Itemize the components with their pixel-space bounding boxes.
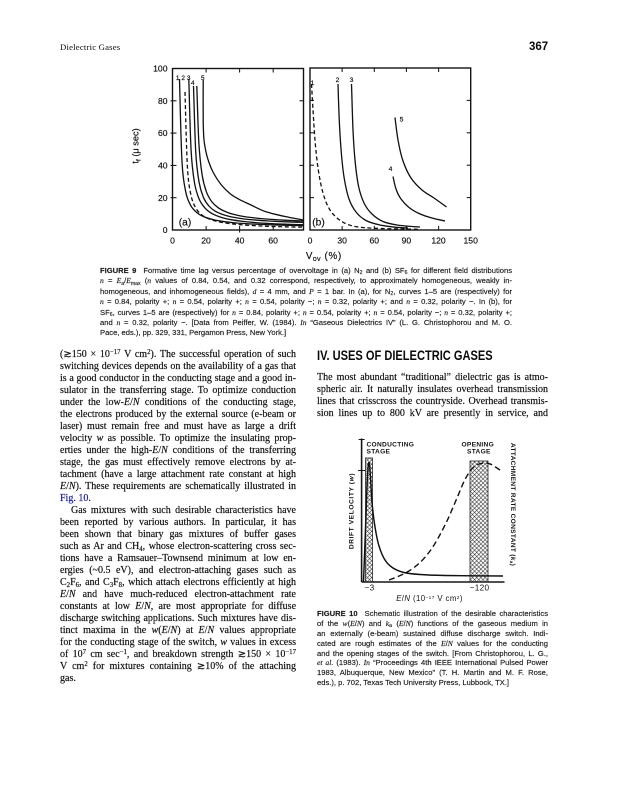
svg-text:~120: ~120: [470, 584, 490, 593]
svg-text:3: 3: [350, 77, 354, 84]
svg-text:0: 0: [163, 225, 168, 235]
svg-text:1: 1: [311, 80, 315, 87]
svg-text:4: 4: [389, 166, 393, 173]
svg-text:Vov (%): Vov (%): [306, 251, 342, 263]
svg-text:~3: ~3: [365, 584, 375, 593]
svg-text:0: 0: [170, 236, 175, 246]
svg-text:60: 60: [268, 236, 278, 246]
svg-text:5: 5: [400, 117, 404, 124]
svg-text:60: 60: [369, 236, 379, 246]
svg-text:STAGE: STAGE: [367, 449, 391, 456]
svg-text:CONDUCTING: CONDUCTING: [367, 442, 415, 449]
svg-text:E/N (10−17 V cm2): E/N (10−17 V cm2): [396, 594, 463, 603]
svg-text:40: 40: [158, 161, 168, 171]
svg-text:100: 100: [153, 64, 168, 74]
svg-text:tf (μ sec): tf (μ sec): [131, 128, 143, 163]
svg-text:20: 20: [158, 193, 168, 203]
svg-text:40: 40: [235, 236, 245, 246]
svg-text:4: 4: [191, 80, 195, 87]
svg-text:90: 90: [402, 236, 412, 246]
svg-text:ATTACHMENT RATE CONSTANT (ka): ATTACHMENT RATE CONSTANT (ka): [509, 443, 516, 566]
svg-text:150: 150: [464, 236, 479, 246]
svg-text:3: 3: [187, 75, 191, 82]
svg-text:120: 120: [431, 236, 446, 246]
svg-text:2: 2: [181, 75, 185, 82]
svg-text:60: 60: [158, 128, 168, 138]
svg-text:1: 1: [176, 75, 180, 82]
svg-text:20: 20: [201, 236, 211, 246]
svg-text:5: 5: [201, 75, 205, 82]
svg-text:OPENING: OPENING: [462, 442, 495, 449]
svg-text:DRIFT VELOCITY (w): DRIFT VELOCITY (w): [349, 473, 356, 549]
svg-text:STAGE: STAGE: [467, 449, 491, 456]
svg-text:0: 0: [308, 236, 313, 246]
svg-text:2: 2: [336, 77, 340, 84]
svg-text:(b): (b): [312, 218, 324, 229]
svg-text:30: 30: [337, 236, 347, 246]
svg-text:(a): (a): [179, 218, 191, 229]
svg-text:80: 80: [158, 96, 168, 106]
